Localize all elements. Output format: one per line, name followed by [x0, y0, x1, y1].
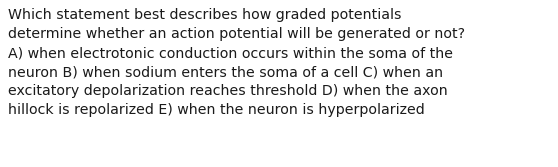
Text: Which statement best describes how graded potentials
determine whether an action: Which statement best describes how grade… [8, 8, 465, 117]
